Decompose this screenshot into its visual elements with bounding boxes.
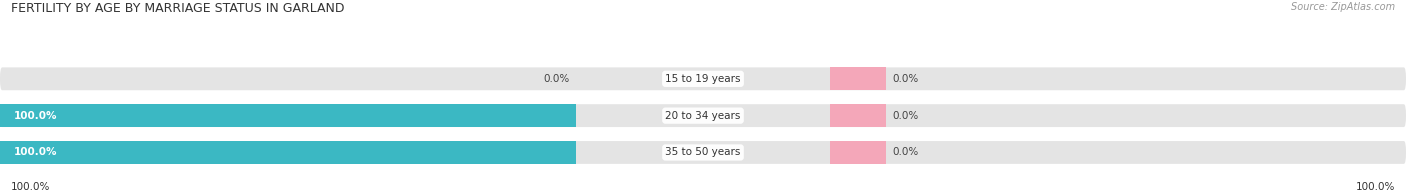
Bar [0,104,576,127]
Bar [0,141,576,164]
Text: 100.0%: 100.0% [11,182,51,192]
Text: Source: ZipAtlas.com: Source: ZipAtlas.com [1291,2,1395,12]
Text: 0.0%: 0.0% [543,74,569,84]
Text: 0.0%: 0.0% [893,147,920,157]
Bar [830,104,886,127]
Bar [830,67,886,90]
Text: 15 to 19 years: 15 to 19 years [665,74,741,84]
Text: 100.0%: 100.0% [14,111,58,121]
Text: 100.0%: 100.0% [1355,182,1395,192]
Text: 35 to 50 years: 35 to 50 years [665,147,741,157]
FancyBboxPatch shape [0,104,1406,127]
Text: 20 to 34 years: 20 to 34 years [665,111,741,121]
Text: FERTILITY BY AGE BY MARRIAGE STATUS IN GARLAND: FERTILITY BY AGE BY MARRIAGE STATUS IN G… [11,2,344,15]
FancyBboxPatch shape [0,67,1406,90]
Text: 0.0%: 0.0% [893,74,920,84]
Text: 100.0%: 100.0% [14,147,58,157]
Bar [830,141,886,164]
FancyBboxPatch shape [0,141,1406,164]
Text: 0.0%: 0.0% [893,111,920,121]
